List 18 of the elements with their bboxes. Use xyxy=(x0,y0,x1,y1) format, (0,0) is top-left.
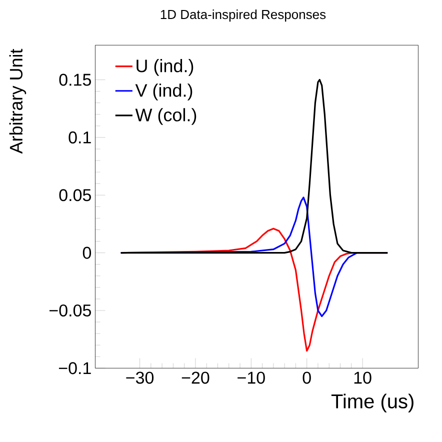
y-tick-label: 0 xyxy=(82,246,92,259)
x-tick-label: 0 xyxy=(302,372,311,384)
legend-label: U (ind.) xyxy=(136,59,194,76)
y-tick-label: 0.15 xyxy=(59,74,91,86)
x-axis-title: Time (us) xyxy=(331,394,414,412)
y-axis-title: Arbitrary Unit xyxy=(9,48,26,154)
y-tick-label: 0.1 xyxy=(68,131,91,144)
x-tick-label: −20 xyxy=(182,372,210,384)
legend-label: V (ind.) xyxy=(135,84,192,100)
x-tick-label: −10 xyxy=(238,372,265,384)
y-tick-label: −0.1 xyxy=(58,362,91,374)
legend-label: W (col.) xyxy=(135,108,196,125)
x-tick-label: 10 xyxy=(354,372,372,384)
y-tick-label: 0.05 xyxy=(59,189,91,202)
chart-title: 1D Data-inspired Responses xyxy=(160,10,326,22)
y-tick-label: −0.05 xyxy=(50,304,91,317)
line-series xyxy=(120,78,388,254)
x-tick-label: −30 xyxy=(126,372,154,384)
